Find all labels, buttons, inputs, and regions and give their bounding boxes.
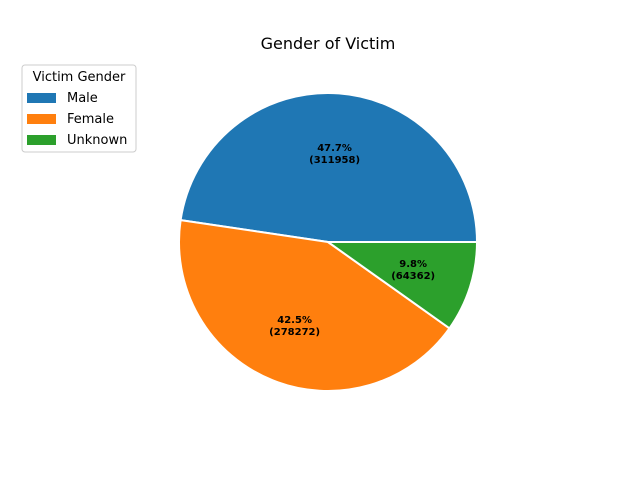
slice-percent-unknown: 9.8% <box>399 259 427 270</box>
legend-label-male: Male <box>67 91 98 106</box>
pie-slice-male <box>179 92 478 243</box>
legend: Victim Gender Male Female Unknown <box>21 64 137 153</box>
slice-count-female: (278272) <box>269 327 320 338</box>
pie-slices <box>178 92 478 392</box>
slice-label-unknown: 9.8% (64362) <box>391 259 435 282</box>
legend-items: Male Female Unknown <box>27 91 127 148</box>
legend-label-female: Female <box>67 112 114 127</box>
pie-slice-labels: 47.7% (311958) 42.5% (278272) 9.8% (64362) <box>269 143 435 338</box>
chart-title: Gender of Victim <box>261 34 396 53</box>
pie-slice-unknown <box>327 241 478 330</box>
slice-percent-male: 47.7% <box>317 143 352 154</box>
pie-slice-female <box>178 219 451 392</box>
slice-count-unknown: (64362) <box>391 271 435 282</box>
slice-label-male: 47.7% (311958) <box>309 143 360 166</box>
legend-swatch-unknown <box>27 135 56 145</box>
legend-title: Victim Gender <box>33 70 126 85</box>
legend-swatch-male <box>27 93 56 103</box>
legend-frame <box>21 64 137 153</box>
slice-percent-female: 42.5% <box>277 315 312 326</box>
legend-label-unknown: Unknown <box>67 133 127 148</box>
slice-label-female: 42.5% (278272) <box>269 315 320 338</box>
slice-count-male: (311958) <box>309 155 360 166</box>
legend-swatch-female <box>27 114 56 124</box>
